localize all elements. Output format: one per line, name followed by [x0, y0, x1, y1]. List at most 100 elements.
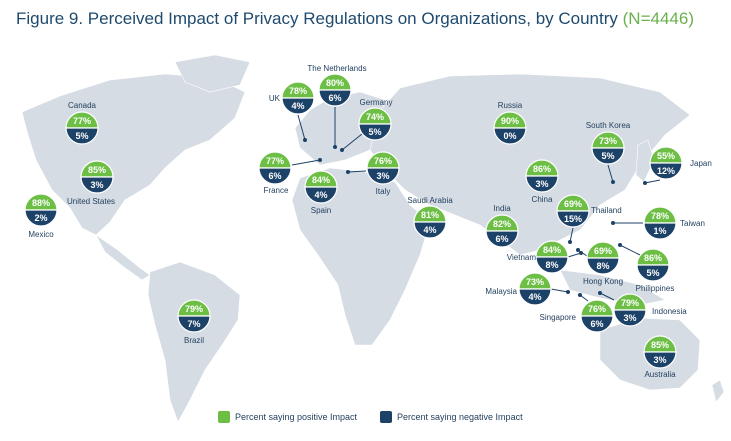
- china-negative-half: [525, 175, 559, 193]
- india-positive-value: 82%: [493, 219, 511, 229]
- malaysia-leader-line: [550, 288, 569, 293]
- philippines-negative-value: 5%: [646, 268, 659, 278]
- brazil-positive-half: [177, 299, 211, 317]
- south-korea-negative-value: 5%: [601, 151, 614, 161]
- malaysia-positive-value: 73%: [526, 277, 544, 287]
- the-netherlands-negative-half: [318, 89, 352, 107]
- japan-negative-value: 12%: [657, 166, 675, 176]
- india-negative-half: [485, 230, 519, 248]
- country-marker-malaysia: 73% 4% Malaysia: [485, 272, 552, 306]
- germany-location-dot: [340, 148, 344, 152]
- philippines-positive-value: 86%: [644, 253, 662, 263]
- country-marker-japan: 55% 12% Japan: [649, 146, 712, 180]
- vietnam-leader-line: [567, 252, 582, 258]
- figure-title: Figure 9. Perceived Impact of Privacy Re…: [16, 9, 694, 29]
- china-country-label: China: [532, 195, 553, 204]
- south-korea-positive-value: 73%: [599, 136, 617, 146]
- russia-positive-half: [493, 111, 527, 129]
- country-marker-germany: 74% 5% Germany: [358, 98, 393, 141]
- country-marker-philippines: 86% 5% Philippines: [636, 248, 675, 293]
- india-country-label: India: [493, 204, 511, 213]
- mexico-negative-half: [24, 209, 58, 227]
- spain-negative-half: [304, 186, 338, 204]
- legend-positive: Percent saying positive Impact: [218, 411, 357, 423]
- hong-kong-negative-half: [586, 257, 620, 275]
- legend-positive-label: Percent saying positive Impact: [235, 412, 358, 422]
- germany-negative-half: [358, 123, 392, 141]
- germany-positive-half: [358, 107, 392, 125]
- malaysia-positive-half: [518, 272, 552, 290]
- vietnam-location-dot: [579, 251, 583, 255]
- country-marker-india: 82% 6% India: [485, 204, 519, 248]
- philippines-positive-half: [636, 248, 670, 266]
- france-positive-value: 77%: [266, 156, 284, 166]
- germany-negative-value: 5%: [368, 127, 381, 137]
- saudi-arabia-negative-value: 4%: [423, 225, 436, 235]
- indonesia-positive-half: [613, 293, 647, 311]
- australia-country-label: Australia: [644, 370, 676, 379]
- hong-kong-negative-value: 8%: [596, 261, 609, 271]
- legend-negative: Percent saying negative Impact: [380, 411, 523, 423]
- brazil-negative-half: [177, 315, 211, 333]
- france-leader-line: [291, 159, 321, 166]
- singapore-positive-half: [580, 299, 614, 317]
- country-marker-saudi-arabia: 81% 4% Saudi Arabia: [407, 196, 453, 239]
- vietnam-positive-value: 84%: [543, 245, 561, 255]
- south-korea-leader-line: [607, 164, 614, 183]
- country-marker-spain: 84% 4% Spain: [304, 170, 338, 215]
- country-marker-russia: 90% 0% Russia: [493, 101, 527, 145]
- italy-negative-value: 3%: [376, 171, 389, 181]
- hong-kong-positive-half: [586, 241, 620, 259]
- mexico-country-label: Mexico: [28, 230, 54, 239]
- indonesia-negative-value: 3%: [623, 313, 636, 323]
- malaysia-negative-value: 4%: [528, 292, 541, 302]
- hong-kong-country-label: Hong Kong: [583, 277, 623, 286]
- japan-positive-value: 55%: [657, 151, 675, 161]
- thailand-country-label: Thailand: [591, 206, 622, 215]
- united-states-country-label: United States: [67, 197, 115, 206]
- germany-positive-value: 74%: [366, 112, 384, 122]
- france-positive-half: [258, 151, 292, 169]
- taiwan-country-label: Taiwan: [680, 219, 705, 228]
- title-main: Figure 9. Perceived Impact of Privacy Re…: [16, 9, 618, 28]
- canada-negative-value: 5%: [75, 131, 88, 141]
- china-negative-value: 3%: [535, 179, 548, 189]
- philippines-location-dot: [618, 243, 622, 247]
- country-markers: 77% 5% Canada 85% 3% United States 88% 2% Mexico…: [24, 64, 712, 379]
- italy-country-label: Italy: [376, 187, 391, 196]
- japan-negative-half: [649, 162, 683, 180]
- taiwan-negative-value: 1%: [653, 226, 666, 236]
- south-korea-location-dot: [611, 180, 615, 184]
- europe-shape: [294, 91, 386, 166]
- legend-negative-label: Percent saying negative Impact: [397, 412, 523, 422]
- country-marker-australia: 85% 3% Australia: [643, 335, 677, 379]
- china-positive-half: [525, 159, 559, 177]
- brazil-positive-value: 79%: [185, 304, 203, 314]
- france-negative-half: [258, 167, 292, 185]
- japan-positive-half: [649, 146, 683, 164]
- new-zealand-shape: [711, 379, 725, 403]
- mexico-positive-half: [24, 193, 58, 211]
- canada-negative-half: [65, 127, 99, 145]
- singapore-positive-value: 76%: [588, 304, 606, 314]
- mexico-negative-value: 2%: [34, 213, 47, 223]
- philippines-leader-line: [619, 244, 641, 256]
- malaysia-location-dot: [566, 290, 570, 294]
- russia-country-label: Russia: [498, 101, 523, 110]
- uk-negative-value: 4%: [291, 101, 304, 111]
- thailand-positive-value: 69%: [564, 199, 582, 209]
- germany-leader-line: [341, 133, 363, 151]
- country-marker-brazil: 79% 7% Brazil: [177, 299, 211, 345]
- country-marker-thailand: 69% 15% Thailand: [556, 194, 622, 228]
- india-positive-half: [485, 214, 519, 232]
- australia-positive-value: 85%: [651, 340, 669, 350]
- germany-country-label: Germany: [360, 98, 393, 107]
- france-country-label: France: [264, 186, 289, 195]
- philippines-country-label: Philippines: [636, 284, 675, 293]
- italy-leader-line: [347, 170, 367, 173]
- hong-kong-positive-value: 69%: [594, 246, 612, 256]
- country-marker-taiwan: 78% 1% Taiwan: [643, 206, 705, 240]
- italy-negative-half: [366, 167, 400, 185]
- thailand-negative-value: 15%: [564, 214, 582, 224]
